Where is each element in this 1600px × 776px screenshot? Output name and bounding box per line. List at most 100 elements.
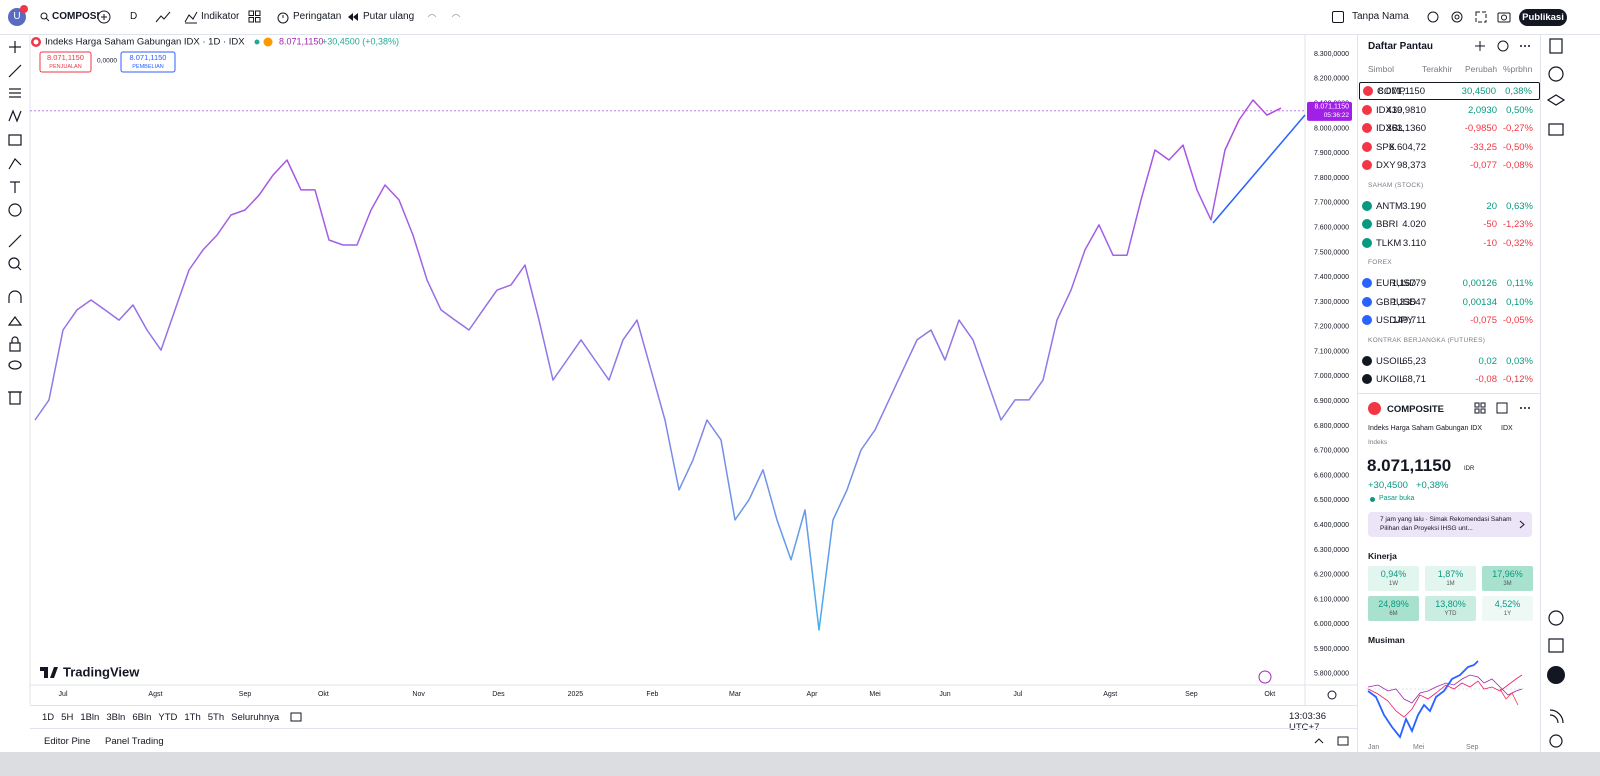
symbol: SPX (1376, 141, 1396, 153)
undo-redo[interactable] (426, 11, 466, 23)
watchlist-row[interactable]: COMP 8.071,1150 30,4500 0,38% (1359, 82, 1540, 100)
watchlist-row[interactable]: IDX30 419,9810 2,0930 0,50% (1358, 101, 1541, 119)
buy-box[interactable] (120, 51, 176, 73)
watchlist-row[interactable]: ANTM 3.190 20 0,63% (1358, 197, 1541, 215)
os-taskbar (0, 752, 1600, 776)
performance-label: 6M (1389, 611, 1398, 617)
symbol: DXY (1376, 160, 1396, 171)
watchlist-row[interactable]: EURUSD 1,16779 0,00126 0,11% (1358, 274, 1541, 292)
legend-price: 8.071,1150 (279, 36, 323, 46)
watchlist-row[interactable]: IDXBL 363,1360 -0,9850 -0,27% (1358, 119, 1541, 137)
compare-icon[interactable] (97, 10, 111, 24)
replay-button[interactable]: Putar ulang (363, 11, 415, 22)
market-open-dot (254, 39, 260, 45)
publish-button[interactable]: Publikasi (1519, 9, 1567, 26)
column-header: Terakhir (1422, 64, 1453, 74)
checkbox[interactable] (1332, 11, 1344, 23)
watchlist-row[interactable]: SPX 6.604,72 -33,25 -0,50% (1358, 138, 1541, 156)
chat-icon[interactable] (1548, 123, 1564, 136)
last: 149,711 (1392, 315, 1426, 326)
symbol: EURUSD (1376, 278, 1417, 289)
sell-box[interactable] (39, 51, 92, 73)
y-tick-label: 6.500,0000 (1314, 497, 1349, 504)
y-tick-label: 6.800,0000 (1314, 423, 1349, 430)
range-button[interactable]: 6Bln (132, 712, 152, 723)
symbol: USDJPY (1376, 315, 1414, 326)
signal-icon[interactable] (1549, 709, 1564, 724)
y-tick-label: 7.300,0000 (1314, 299, 1349, 306)
symbol-icon (1362, 123, 1372, 133)
apps-icon[interactable] (1547, 666, 1565, 684)
percent: 0,11% (1506, 278, 1533, 289)
range-button[interactable]: 1Bln (80, 712, 100, 723)
section-header[interactable]: KONTRAK BERJANGKA (FUTURES) (1368, 336, 1486, 344)
toolbar-icons[interactable] (1425, 9, 1515, 25)
symbol-icon (1362, 141, 1372, 152)
x-tick-label: Sep (239, 691, 252, 698)
symbol-icon (1362, 200, 1372, 211)
details-actions[interactable] (1473, 401, 1538, 415)
layout-name[interactable]: Tanpa Nama (1352, 11, 1409, 22)
trend-line[interactable] (1212, 114, 1306, 224)
percent: 0,03% (1506, 355, 1533, 367)
tab[interactable]: Panel Trading (105, 736, 164, 747)
help-icon[interactable] (1549, 734, 1563, 748)
range-button[interactable]: YTD (158, 712, 178, 723)
symbol-search[interactable]: COMPOSI (52, 11, 100, 22)
alerts-button[interactable]: Peringatan (293, 11, 342, 22)
calendar-icon[interactable] (1548, 638, 1564, 653)
section-header[interactable]: FOREX (1368, 259, 1392, 266)
details-logo (1368, 402, 1381, 415)
range-button[interactable]: Seluruhnya (231, 712, 280, 723)
settings-button[interactable] (1327, 690, 1337, 700)
symbol: IDX30 (1376, 104, 1403, 116)
percent: -0,27% (1502, 123, 1533, 134)
watchlist-actions[interactable] (1473, 39, 1538, 53)
last: 98,373 (1396, 160, 1426, 171)
templates-icon[interactable] (248, 10, 261, 23)
details-exchange: IDX (1501, 425, 1513, 432)
target-icon[interactable] (1548, 610, 1564, 626)
panel-controls[interactable] (1313, 735, 1353, 747)
watchlist-row[interactable]: USOIL 65,23 0,02 0,03% (1358, 352, 1541, 370)
watchlist-row[interactable]: TLKM 3.110 -10 -0,32% (1358, 234, 1541, 252)
x-tick-label: Des (492, 691, 505, 698)
range-button[interactable]: 1D (42, 712, 55, 723)
details-currency: IDR (1464, 466, 1475, 472)
seasonal-month: Jan (1368, 744, 1380, 751)
watchlist-row[interactable]: USDJPY 149,711 -0,075 -0,05% (1358, 311, 1541, 329)
percent: -0,32% (1502, 237, 1533, 249)
y-tick-label: 7.900,0000 (1314, 150, 1349, 157)
watchlist-row[interactable]: BBRI 4.020 -50 -1,23% (1358, 215, 1541, 233)
range-button[interactable]: 5H (61, 712, 74, 723)
watchlist-icon[interactable] (1549, 38, 1563, 54)
percent: 0,63% (1506, 200, 1533, 212)
section-header[interactable]: SAHAM (STOCK) (1368, 181, 1424, 189)
watchlist-title[interactable]: Daftar Pantau (1368, 41, 1434, 52)
change: 30,4500 (1461, 86, 1496, 97)
seasonal-line (1367, 674, 1523, 718)
seasonal-month: Sep (1466, 744, 1479, 751)
indicators-button[interactable]: Indikator (201, 11, 240, 22)
last: 68,71 (1402, 374, 1426, 385)
time-jump-button[interactable] (1258, 670, 1272, 684)
range-button[interactable]: 5Th (207, 712, 225, 723)
interval-button[interactable]: D (130, 11, 138, 22)
y-tick-label: 6.900,0000 (1314, 398, 1349, 405)
symbol: UKOIL (1376, 374, 1405, 385)
column-header: Perubah (1465, 64, 1498, 74)
chart-style-icon[interactable] (155, 10, 171, 24)
watchlist-row[interactable]: GBPUSD 1,33547 0,00134 0,10% (1358, 293, 1541, 311)
tab[interactable]: Editor Pine (44, 736, 91, 747)
x-tick-label: Okt (318, 691, 329, 698)
details-symbol[interactable]: COMPOSITE (1387, 404, 1445, 415)
date-range-icon[interactable] (290, 711, 302, 722)
alerts-icon[interactable] (1548, 66, 1564, 82)
range-button[interactable]: 1Th (184, 712, 201, 723)
news-card[interactable]: 7 jam yang lalu · Simak Rekomendasi Saha… (1368, 512, 1532, 537)
y-tick-label: 5.900,0000 (1314, 646, 1349, 653)
layers-icon[interactable] (1546, 94, 1566, 106)
watchlist-row[interactable]: UKOIL 68,71 -0,08 -0,12% (1358, 370, 1541, 388)
range-button[interactable]: 3Bln (106, 712, 126, 723)
watchlist-row[interactable]: DXY 98,373 -0,077 -0,08% (1358, 156, 1541, 174)
